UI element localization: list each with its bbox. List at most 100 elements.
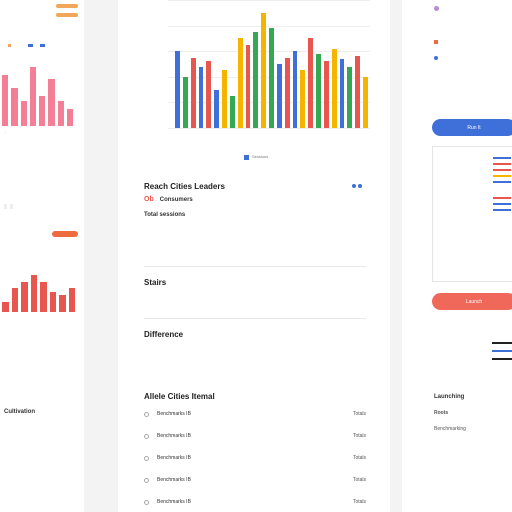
radio-icon	[144, 411, 149, 417]
chart-bar	[300, 70, 306, 128]
gridline	[168, 102, 370, 104]
section-badge-row: Ob Consumers	[144, 196, 193, 203]
legend-label: Sessions	[252, 154, 269, 159]
chart-bar	[347, 66, 353, 128]
section-title: Difference	[144, 330, 184, 339]
chart-bar	[2, 75, 9, 126]
legend-swatch	[244, 154, 249, 160]
orange-tag	[52, 231, 78, 237]
legend-panel	[432, 318, 512, 366]
radio-icon	[144, 455, 149, 461]
section-title: Stairs	[144, 278, 167, 287]
section-difference: Difference	[144, 330, 364, 339]
list-item-name: Benchmarks IB	[157, 433, 191, 439]
chart-bar	[21, 281, 28, 312]
list-item-value: Totals	[352, 411, 366, 417]
list-item[interactable]: Benchmarks IB Totals	[144, 474, 366, 486]
left-panel: · Cultivation	[0, 0, 84, 512]
chart-bar	[190, 57, 196, 128]
chart-bar	[48, 79, 55, 126]
chart-bar	[276, 64, 282, 128]
list-item[interactable]: Benchmarks IB Totals	[144, 430, 366, 442]
orange-pill	[56, 13, 78, 17]
stats-panel	[432, 146, 512, 282]
section-title: Reach Cities Leaders	[144, 182, 225, 191]
list-title: Allele Cities Itemal	[144, 392, 215, 401]
radio-icon	[144, 433, 149, 439]
gridline	[168, 51, 370, 53]
bottom-sub: Roots	[434, 410, 449, 416]
gridline	[168, 25, 370, 27]
badge: Ob	[144, 196, 154, 203]
chart-bar	[284, 57, 290, 128]
bottom-row: Benchmarking	[434, 426, 466, 432]
section-subtitle: Consumers	[159, 196, 193, 203]
chart-bar	[355, 56, 361, 128]
left-bar-chart	[0, 58, 78, 128]
status-icon	[434, 56, 438, 60]
chart-bar	[40, 281, 47, 312]
chart-bar	[20, 100, 27, 126]
launch-button[interactable]: Launch	[432, 293, 512, 310]
chart-bar	[175, 51, 180, 128]
chart-bar	[292, 51, 298, 128]
gridline	[168, 76, 370, 78]
chart-bar	[11, 288, 18, 312]
chart-bar	[261, 12, 267, 128]
list-item-name: Benchmarks IB	[157, 499, 191, 505]
list-item-value: Totals	[352, 499, 366, 505]
chart-bar	[253, 32, 259, 128]
chart-bar	[59, 295, 66, 312]
list-item[interactable]: Benchmarks IB Totals	[144, 496, 366, 508]
list-item-name: Benchmarks IB	[157, 455, 191, 461]
divider	[144, 266, 366, 267]
list-item-name: Benchmarks IB	[157, 411, 191, 417]
dots-icon[interactable]	[352, 184, 362, 188]
chart-bar	[68, 288, 75, 312]
axis-tick-label: ·	[5, 130, 7, 135]
chart-bar	[331, 48, 337, 128]
chart-bar	[323, 61, 329, 128]
bullet-icon	[4, 204, 7, 209]
left-bar-chart-2	[0, 258, 80, 314]
bottom-title: Launching	[434, 394, 465, 400]
chart-bar	[214, 89, 220, 128]
run-button[interactable]: Run It	[432, 119, 512, 136]
marker-icon	[8, 44, 11, 47]
list-item[interactable]: Benchmarks IB Totals	[144, 452, 366, 464]
orange-pill	[56, 4, 78, 8]
chart-bar	[2, 301, 9, 312]
gridline	[168, 0, 370, 1]
right-panel: Run It Launch Launching Roots Benchmarki…	[402, 0, 512, 512]
status-icon	[434, 6, 439, 11]
marker-icon	[28, 44, 33, 47]
marker-icon	[40, 44, 45, 47]
chart-bar	[222, 70, 227, 128]
chart-bar	[206, 61, 212, 128]
chart-bar	[363, 76, 368, 128]
chart-bar	[316, 53, 321, 128]
list-item-value: Totals	[352, 433, 366, 439]
chart-bar	[229, 96, 235, 128]
main-panel: Sessions Reach Cities Leaders Ob Consume…	[118, 0, 390, 512]
chart-bar	[237, 38, 243, 128]
chart-legend: Sessions	[244, 154, 268, 160]
list-item-name: Benchmarks IB	[157, 477, 191, 483]
chart-bar	[49, 291, 56, 312]
list-item[interactable]: Benchmarks IB Totals	[144, 408, 366, 420]
bullet-icon	[10, 204, 13, 209]
list-section: Allele Cities Itemal	[144, 392, 364, 401]
chart-bar	[198, 66, 204, 128]
section-stairs: Stairs	[144, 278, 364, 287]
chart-bar	[39, 96, 46, 126]
section-tag: Total sessions	[144, 212, 186, 218]
left-section-title: Cultivation	[4, 409, 35, 415]
chart-bar	[245, 44, 251, 128]
list-item-value: Totals	[352, 477, 366, 483]
section-reach: Reach Cities Leaders	[144, 182, 364, 191]
main-bar-chart	[138, 0, 370, 150]
divider	[144, 318, 366, 319]
status-icon	[434, 40, 438, 44]
chart-bar	[66, 109, 73, 126]
